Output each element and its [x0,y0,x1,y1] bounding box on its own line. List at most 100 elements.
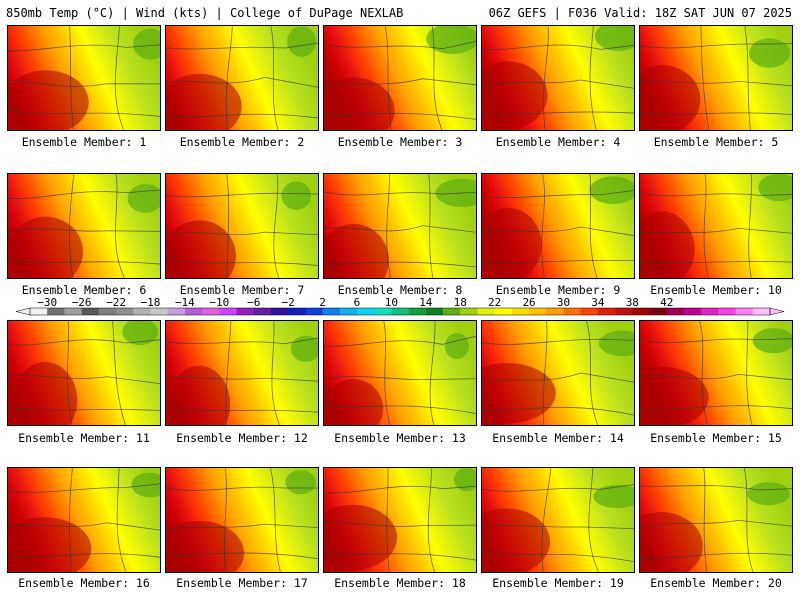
panel-label-14: Ensemble Member: 14 [492,431,624,445]
map-panel-9 [481,173,635,279]
colorbar-swatch [649,308,668,315]
map-panel-16 [7,467,161,573]
panel-label-17: Ensemble Member: 17 [176,576,308,590]
panel-label-7: Ensemble Member: 7 [179,283,305,297]
colorbar-swatch [752,308,771,315]
panel-label-5: Ensemble Member: 5 [653,135,779,149]
panel-label-8: Ensemble Member: 8 [337,283,463,297]
colorbar-swatch [253,308,272,315]
colorbar-swatch [529,308,547,315]
panel-label-4: Ensemble Member: 4 [495,135,621,149]
map-panel-2 [165,25,319,131]
map-panel-14 [481,320,635,426]
map-panel-7 [165,173,319,279]
colorbar-swatch [546,308,564,315]
colorbar-swatch [701,308,719,315]
colorbar-swatch [47,308,65,315]
colorbar-swatch [718,308,736,315]
map-panel-19 [481,467,635,573]
colorbar-swatch [666,308,685,315]
colorbar-swatch [339,308,358,315]
colorbar-swatch [683,308,702,315]
colorbar-tick-label: 42 [660,296,673,309]
colorbar-swatch [116,308,134,315]
panel-label-10: Ensemble Member: 10 [650,283,782,297]
colorbar-swatch [408,308,427,315]
colorbar-left-arrow [15,307,31,316]
colorbar-swatch [580,308,599,315]
colorbar-swatch [460,308,478,315]
colorbar-swatch [270,308,289,315]
colorbar-tick-label: −30 [37,296,57,309]
colorbar-swatch [219,308,237,315]
colorbar-swatch [305,308,323,315]
colorbar-tick-label: −14 [175,296,195,309]
colorbar-swatch [563,308,581,315]
temperature-colorbar: −30 −26 −22 −18 −14 −10 −6 −2 2 6 10 14 18 22 26 30 34 38… [15,296,785,316]
colorbar-tick-label: 6 [354,296,361,309]
panel-label-13: Ensemble Member: 13 [334,431,466,445]
panel-label-3: Ensemble Member: 3 [337,135,463,149]
colorbar-tick-label: 26 [522,296,535,309]
colorbar-tick-label: 38 [626,296,639,309]
colorbar-swatch [64,308,82,315]
colorbar-swatch [98,308,117,315]
map-panel-11 [7,320,161,426]
colorbar-tick-label: 2 [319,296,326,309]
colorbar-tick-label: 14 [419,296,433,309]
map-panel-10 [639,173,793,279]
colorbar-tick-label: 34 [591,296,605,309]
colorbar-swatch [133,308,151,315]
colorbar-swatch [511,308,530,315]
colorbar-swatch [322,308,341,315]
panel-label-19: Ensemble Member: 19 [492,576,624,590]
map-panel-20 [639,467,793,573]
colorbar-tick-label: −18 [141,296,161,309]
panel-label-15: Ensemble Member: 15 [650,431,782,445]
panel-label-6: Ensemble Member: 6 [21,283,147,297]
map-panel-13 [323,320,477,426]
colorbar-tick-label: 18 [454,296,467,309]
panel-label-9: Ensemble Member: 9 [495,283,621,297]
colorbar-swatch [374,308,392,315]
colorbar-tick-label: 22 [488,296,501,309]
panel-label-18: Ensemble Member: 18 [334,576,466,590]
colorbar-swatch [150,308,168,315]
panel-label-16: Ensemble Member: 16 [18,576,150,590]
colorbar-tick-label: 10 [385,296,398,309]
colorbar-swatch [494,308,513,315]
colorbar-swatch [288,308,306,315]
colorbar-tick-label: −26 [72,296,92,309]
map-panel-12 [165,320,319,426]
map-panel-5 [639,25,793,131]
colorbar-tick-label: −6 [247,296,260,309]
colorbar-swatch [443,308,461,315]
colorbar-swatch [81,308,100,315]
colorbar-swatch [632,308,650,315]
colorbar-tick-label: −22 [106,296,126,309]
panel-label-2: Ensemble Member: 2 [179,135,305,149]
colorbar-swatch [735,308,754,315]
colorbar-tick-label: 30 [557,296,570,309]
panel-label-12: Ensemble Member: 12 [176,431,308,445]
panel-label-1: Ensemble Member: 1 [21,135,147,149]
colorbar-swatch [184,308,203,315]
map-panel-8 [323,173,477,279]
map-panel-3 [323,25,477,131]
colorbar-swatch [236,308,255,315]
colorbar-right-arrow [769,307,785,316]
colorbar-swatch [391,308,409,315]
map-panel-6 [7,173,161,279]
colorbar-swatch [167,308,186,315]
header-left-title: 850mb Temp (°C) | Wind (kts) | College o… [6,6,404,20]
colorbar-swatch [615,308,633,315]
colorbar-swatch [356,308,375,315]
colorbar-swatch [477,308,495,315]
map-panel-18 [323,467,477,573]
colorbar-swatch [30,308,48,315]
colorbar-swatch [202,308,220,315]
map-panel-15 [639,320,793,426]
header-right-title: 06Z GEFS | F036 Valid: 18Z SAT JUN 07 20… [488,6,792,20]
colorbar-tick-label: −10 [209,296,229,309]
colorbar-tick-label: −2 [282,296,295,309]
